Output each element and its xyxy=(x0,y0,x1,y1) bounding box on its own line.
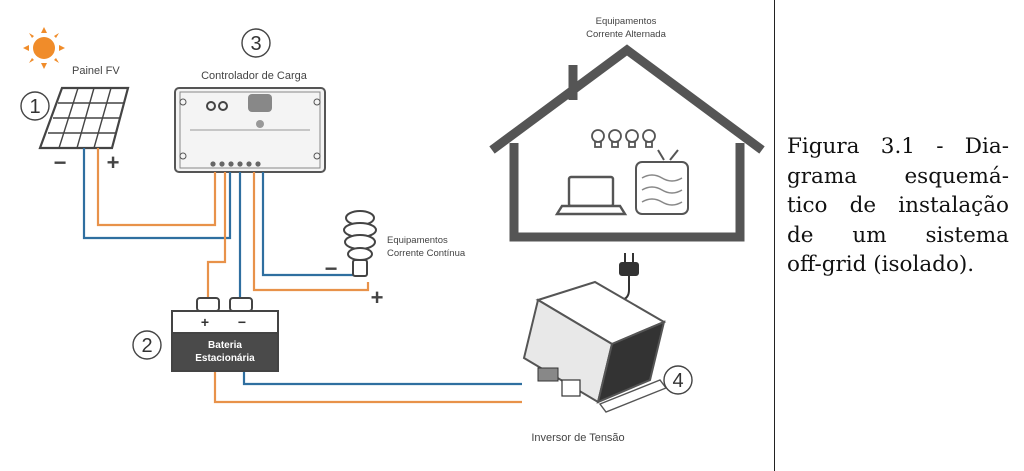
caption-word: 3.1 xyxy=(880,134,915,159)
caption-line-2: grama esquemá- xyxy=(787,162,1009,192)
inverter-label: Inversor de Tensão xyxy=(531,432,624,444)
caption-word: (isolado). xyxy=(873,252,975,277)
dc-equipment-label-1: Equipamentos xyxy=(387,235,448,246)
caption-word: grama xyxy=(787,163,858,189)
caption-word: - xyxy=(936,134,944,159)
number-marker-2 xyxy=(132,330,162,360)
charge-controller-label: Controlador de Carga xyxy=(201,70,308,82)
number-marker-4 xyxy=(663,365,693,395)
sun-icon xyxy=(23,27,65,69)
plug-icon xyxy=(619,253,639,301)
caption-word: um xyxy=(852,222,887,248)
cfl-lamp-icon xyxy=(343,210,377,277)
pv-panel-label: Painel FV xyxy=(72,65,120,77)
caption-word: Figura xyxy=(787,134,860,159)
inverter-icon xyxy=(522,280,668,413)
panel-minus-sign: − xyxy=(54,150,67,175)
battery-minus-sign: − xyxy=(238,314,246,330)
house-icon xyxy=(489,44,765,242)
battery-label-2: Estacionária xyxy=(195,353,255,364)
number-1: 1 xyxy=(29,96,40,118)
figure-caption: Figura 3.1 - Dia- grama esquemá- tico de… xyxy=(787,132,1009,280)
caption-line-5: off-grid (isolado). xyxy=(787,250,1009,280)
number-marker-1 xyxy=(20,91,50,121)
caption-word: instalação xyxy=(898,193,1009,218)
number-marker-3 xyxy=(241,28,271,58)
battery-label-1: Bateria xyxy=(208,340,242,351)
vertical-divider xyxy=(774,0,775,471)
number-3: 3 xyxy=(250,33,261,55)
caption-word: off-grid xyxy=(787,252,867,277)
ac-equipment-label-1: Equipamentos xyxy=(596,16,657,27)
caption-word: esquemá- xyxy=(904,163,1009,189)
dc-equipment-label-2: Corrente Contínua xyxy=(387,248,466,259)
caption-word: sistema xyxy=(925,222,1009,248)
caption-line-3: tico de instalação xyxy=(787,191,1009,221)
number-2: 2 xyxy=(141,335,152,357)
charge-controller-icon xyxy=(174,87,326,173)
solar-panel-icon xyxy=(38,86,130,150)
caption-line-4: de um sistema xyxy=(787,221,1009,251)
battery-plus-sign: + xyxy=(201,314,209,330)
off-grid-diagram: Painel FV 1 − + 3 Controlador de Carga xyxy=(20,16,765,444)
caption-line-1: Figura 3.1 - Dia- xyxy=(787,132,1009,162)
dc-minus-sign: − xyxy=(325,256,338,281)
dc-plus-sign: + xyxy=(371,285,384,310)
caption-word: tico xyxy=(787,193,828,218)
number-4: 4 xyxy=(672,370,683,392)
tv-icon xyxy=(635,149,689,215)
caption-word: de xyxy=(787,222,814,248)
battery-icon xyxy=(171,297,279,372)
caption-word: Dia- xyxy=(964,134,1009,159)
light-bulbs-icon xyxy=(591,129,656,148)
laptop-icon xyxy=(554,175,628,216)
ac-equipment-label-2: Corrente Alternada xyxy=(586,29,666,40)
caption-word: de xyxy=(849,193,877,218)
panel-plus-sign: + xyxy=(107,150,120,175)
wires xyxy=(82,148,522,404)
